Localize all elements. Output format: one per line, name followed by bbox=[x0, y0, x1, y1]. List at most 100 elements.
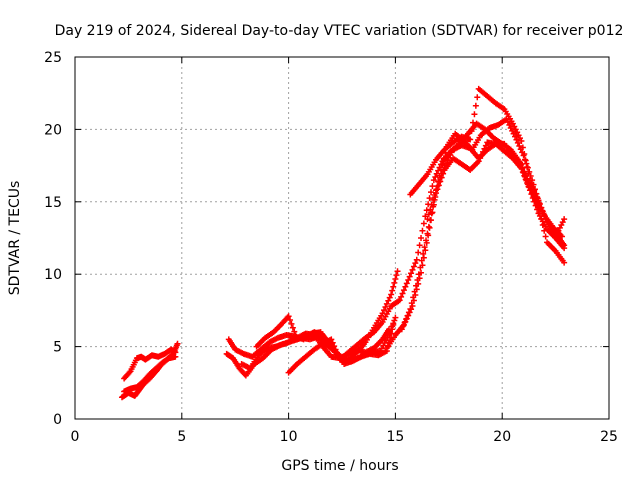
data-point bbox=[434, 183, 441, 190]
data-point bbox=[287, 317, 294, 324]
data-point bbox=[331, 343, 338, 350]
data-point bbox=[428, 201, 435, 208]
y-tick-label: 25 bbox=[44, 50, 62, 66]
data-point bbox=[561, 245, 568, 252]
data-point bbox=[396, 297, 403, 304]
data-point bbox=[471, 111, 478, 118]
data-point bbox=[430, 196, 437, 203]
data-point bbox=[389, 287, 396, 294]
data-point bbox=[423, 237, 430, 244]
series-track-l bbox=[424, 140, 568, 266]
data-point bbox=[385, 297, 392, 304]
data-point bbox=[522, 172, 529, 179]
data-point bbox=[291, 328, 298, 335]
data-point bbox=[541, 227, 548, 234]
data-point bbox=[406, 273, 413, 280]
x-tick-label: 0 bbox=[71, 429, 80, 445]
data-point bbox=[426, 195, 433, 202]
data-point bbox=[408, 300, 415, 307]
data-point bbox=[419, 227, 426, 234]
data-point bbox=[394, 268, 401, 275]
data-point bbox=[383, 300, 390, 307]
data-point bbox=[421, 244, 428, 251]
data-point bbox=[521, 168, 528, 175]
data-point bbox=[425, 211, 432, 218]
data-point bbox=[514, 139, 521, 146]
y-tick-label: 15 bbox=[44, 195, 62, 211]
data-point bbox=[519, 144, 526, 151]
data-point bbox=[409, 266, 416, 273]
data-point bbox=[403, 280, 410, 287]
data-point bbox=[518, 137, 525, 144]
data-point bbox=[402, 283, 409, 290]
data-point bbox=[410, 294, 417, 301]
data-point bbox=[417, 264, 424, 271]
data-point bbox=[528, 186, 535, 193]
data-point bbox=[413, 282, 420, 289]
data-point bbox=[393, 272, 400, 279]
data-point bbox=[541, 211, 548, 218]
data-point bbox=[412, 260, 419, 267]
data-point bbox=[467, 136, 474, 143]
data-point bbox=[424, 216, 431, 223]
chart-title: Day 219 of 2024, Sidereal Day-to-day VTE… bbox=[55, 23, 624, 39]
data-point bbox=[474, 94, 481, 101]
data-point bbox=[416, 242, 423, 249]
data-point bbox=[172, 353, 179, 360]
data-point bbox=[472, 102, 479, 109]
data-point bbox=[518, 161, 525, 168]
data-point bbox=[431, 192, 438, 199]
data-point bbox=[285, 313, 292, 320]
data-point bbox=[512, 133, 519, 140]
data-point bbox=[388, 291, 395, 298]
data-point bbox=[405, 309, 412, 316]
data-point bbox=[542, 233, 549, 240]
data-point bbox=[410, 263, 417, 270]
data-point bbox=[470, 119, 477, 126]
data-point bbox=[390, 283, 397, 290]
data-point bbox=[390, 321, 397, 328]
data-point bbox=[538, 216, 545, 223]
series-track-b bbox=[121, 346, 179, 382]
data-point bbox=[328, 336, 335, 343]
data-point bbox=[529, 190, 536, 197]
data-point bbox=[386, 294, 393, 301]
data-point bbox=[415, 249, 422, 256]
data-point bbox=[288, 320, 295, 327]
data-point bbox=[399, 290, 406, 297]
data-point bbox=[398, 293, 405, 300]
data-point bbox=[435, 179, 442, 186]
data-point bbox=[404, 312, 411, 319]
data-point bbox=[391, 279, 398, 286]
series-track-c bbox=[121, 353, 179, 395]
x-tick-label: 25 bbox=[600, 429, 618, 445]
data-point bbox=[408, 270, 415, 277]
data-point bbox=[425, 223, 432, 230]
data-point bbox=[401, 319, 408, 326]
data-point bbox=[531, 193, 538, 200]
data-point bbox=[432, 173, 439, 180]
grid bbox=[75, 57, 609, 419]
data-point bbox=[427, 206, 434, 213]
data-point bbox=[174, 340, 181, 347]
data-point bbox=[525, 179, 532, 186]
data-point bbox=[427, 217, 434, 224]
data-point bbox=[482, 142, 489, 149]
data-point bbox=[561, 259, 568, 266]
data-point bbox=[424, 230, 431, 237]
data-point bbox=[440, 166, 447, 173]
series-track-j bbox=[398, 139, 568, 333]
data-point bbox=[437, 174, 444, 181]
data-point bbox=[411, 288, 418, 295]
y-tick-label: 10 bbox=[44, 267, 62, 283]
data-point bbox=[334, 349, 341, 356]
data-point bbox=[438, 170, 445, 177]
data-point bbox=[126, 369, 133, 376]
axis-ticks: 0 5 10 15 20 25 0 5 10 15 20 25 bbox=[44, 50, 618, 445]
data-point bbox=[532, 197, 539, 204]
data-point bbox=[332, 346, 339, 353]
plot-frame bbox=[74, 56, 610, 420]
data-point bbox=[388, 330, 395, 337]
data-point bbox=[519, 164, 526, 171]
data-point bbox=[400, 287, 407, 294]
